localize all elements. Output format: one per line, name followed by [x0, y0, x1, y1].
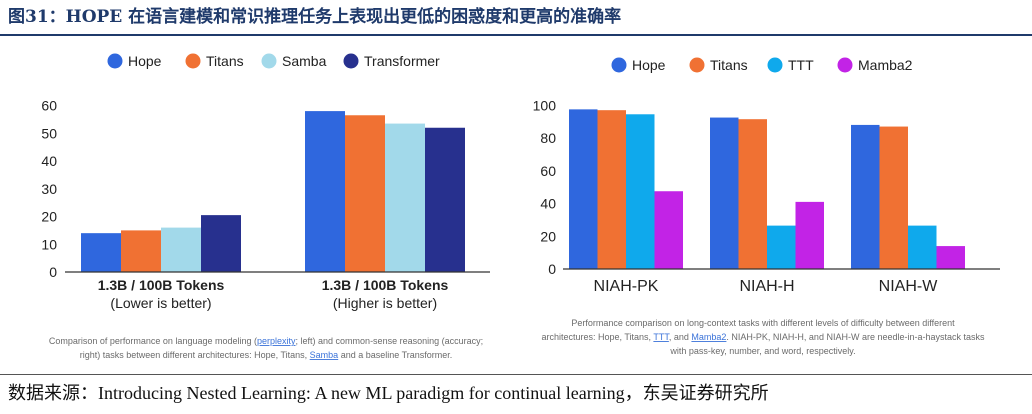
bar-titans-1 — [738, 119, 767, 269]
legend-label-samba: Samba — [282, 53, 327, 69]
bar-titans-0 — [121, 230, 161, 272]
bar-hope-2 — [851, 124, 880, 269]
right-bar-chart: Hope Titans TTT Mamba2 0 20 40 60 80 100 NIAH-PK NI… — [533, 57, 1000, 356]
x-category-label: NIAH-PK — [594, 278, 659, 295]
bar-titans-2 — [879, 126, 908, 269]
legend-label-transformer: Transformer — [364, 53, 440, 69]
y-tick-label: 20 — [41, 209, 57, 225]
y-tick-label: 100 — [533, 97, 557, 113]
caption-line: with pass-key, number, and word, respect… — [669, 346, 855, 356]
x-category-label: 1.3B / 100B Tokens — [98, 277, 225, 293]
legend-swatch-titans — [185, 53, 201, 69]
legend-swatch-hope — [107, 53, 123, 69]
bar-ttt-2 — [908, 225, 937, 269]
figure-title: 图31：HOPE 在语言建模和常识推理任务上表现出更低的困惑度和更高的准确率 — [8, 7, 622, 27]
y-tick-label: 60 — [41, 98, 57, 114]
bar-samba-1 — [385, 123, 425, 272]
title-rule — [0, 34, 1032, 36]
bar-transformer-1 — [425, 127, 465, 272]
bar-hope-0 — [81, 233, 121, 272]
legend-swatch-mamba2 — [837, 57, 853, 73]
source-rule — [0, 374, 1032, 375]
legend-label-titans: Titans — [710, 57, 748, 73]
legend-swatch-samba — [261, 53, 277, 69]
bar-transformer-0 — [201, 215, 241, 272]
legend-label-titans: Titans — [206, 53, 244, 69]
legend-swatch-titans — [689, 57, 705, 73]
legend-label-mamba2: Mamba2 — [858, 57, 913, 73]
x-category-label: (Lower is better) — [110, 295, 211, 311]
x-category-label: NIAH-H — [739, 278, 794, 295]
bar-mamba2-2 — [936, 246, 965, 269]
legend-label-hope: Hope — [632, 57, 666, 73]
bar-hope-1 — [305, 111, 345, 272]
bar-mamba2-0 — [654, 191, 683, 269]
y-tick-label: 0 — [548, 261, 556, 277]
y-tick-label: 40 — [41, 153, 57, 169]
caption-line: Performance comparison on long-context t… — [571, 318, 955, 328]
bar-hope-0 — [569, 109, 598, 269]
caption-line: right) tasks between different architect… — [80, 350, 453, 360]
legend-swatch-ttt — [767, 57, 783, 73]
bar-titans-0 — [597, 110, 626, 269]
bar-hope-1 — [710, 117, 739, 269]
x-category-label: NIAH-W — [879, 278, 939, 295]
caption-line: architectures: Hope, Titans, TTT, and Ma… — [541, 332, 985, 342]
bar-titans-1 — [345, 115, 385, 273]
caption-line: Comparison of performance on language mo… — [49, 336, 483, 346]
legend-label-hope: Hope — [128, 53, 162, 69]
x-category-label: (Higher is better) — [333, 295, 437, 311]
bar-samba-0 — [161, 227, 201, 272]
y-tick-label: 50 — [41, 125, 57, 141]
y-tick-label: 30 — [41, 181, 57, 197]
y-tick-label: 60 — [540, 163, 556, 179]
x-category-label: 1.3B / 100B Tokens — [322, 277, 449, 293]
y-tick-label: 40 — [540, 196, 556, 212]
legend-swatch-transformer — [343, 53, 359, 69]
legend-swatch-hope — [611, 57, 627, 73]
y-tick-label: 10 — [41, 236, 57, 252]
bar-mamba2-1 — [795, 201, 824, 269]
bar-ttt-0 — [626, 114, 655, 269]
source-note: 数据来源：Introducing Nested Learning: A new … — [8, 383, 769, 403]
left-bar-chart: Hope Titans Samba Transformer 0 10 20 30 40 50 60 1… — [41, 53, 490, 360]
y-tick-label: 80 — [540, 130, 556, 146]
legend-label-ttt: TTT — [788, 57, 814, 73]
y-tick-label: 0 — [49, 264, 57, 280]
bar-ttt-1 — [767, 225, 796, 269]
y-tick-label: 20 — [540, 228, 556, 244]
